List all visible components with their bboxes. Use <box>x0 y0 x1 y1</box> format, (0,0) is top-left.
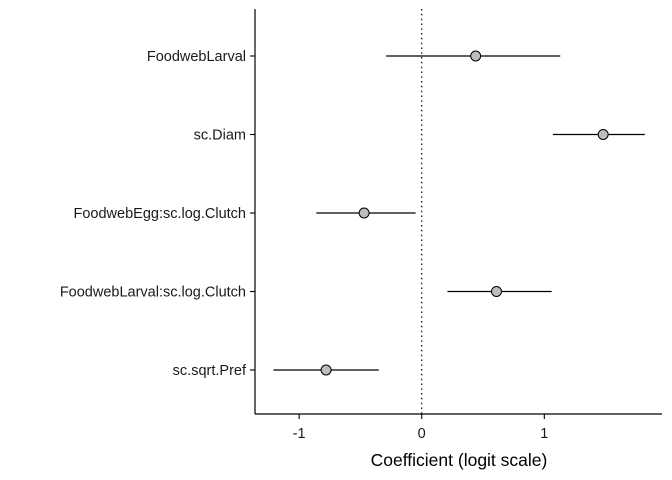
coefficient-point <box>358 207 370 219</box>
x-tick-label: 1 <box>540 426 548 442</box>
y-tick-label: sc.Diam <box>194 128 246 144</box>
axes <box>254 9 662 415</box>
y-tick-label: FoodwebLarval:sc.log.Clutch <box>60 285 246 301</box>
y-ticks: FoodwebLarval sc.Diam FoodwebEgg:sc.log.Cl… <box>60 49 255 379</box>
coefficient-point <box>470 50 482 62</box>
x-tick-label: 0 <box>418 426 426 442</box>
coefficient-point <box>320 364 332 376</box>
x-axis-title: Coefficient (logit scale) <box>371 450 548 470</box>
x-tick-label: -1 <box>293 426 306 442</box>
coefficient-point <box>491 286 503 297</box>
plot-area <box>273 9 645 414</box>
y-tick-label: FoodwebLarval <box>147 49 246 65</box>
coefficient-point <box>597 129 609 140</box>
y-tick-label: sc.sqrt.Pref <box>173 363 247 379</box>
y-tick-label: FoodwebEgg:sc.log.Clutch <box>74 206 247 222</box>
x-ticks: -1 0 1 <box>293 414 548 442</box>
